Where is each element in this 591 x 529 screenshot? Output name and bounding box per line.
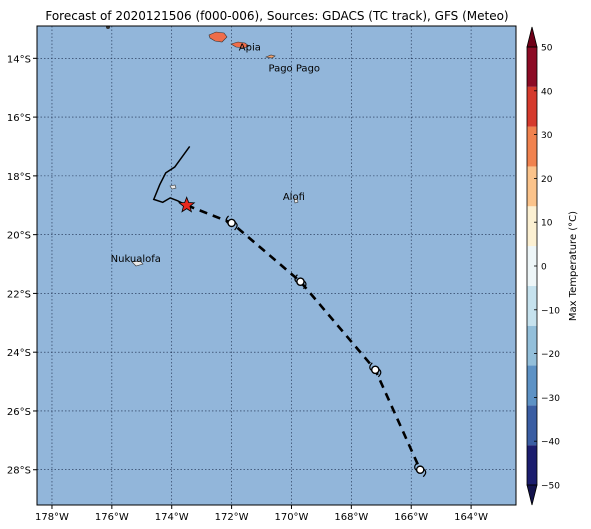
island-niue <box>293 197 299 204</box>
cyclone-symbol-icon <box>225 215 238 231</box>
map-frame <box>36 25 517 506</box>
island-upolu <box>230 41 250 49</box>
y-tick-label: 20°S <box>7 231 31 242</box>
y-tick-label: 14°S <box>7 54 31 65</box>
x-tick-label: 172°W <box>215 512 249 523</box>
island-tongatapu <box>131 260 144 267</box>
colorbar-tick-label: 40 <box>541 87 553 97</box>
colorbar-tick-label: 10 <box>541 219 553 229</box>
island-speck <box>106 26 110 29</box>
map-gridlines <box>37 26 516 505</box>
colorbar-segment <box>527 246 537 286</box>
y-tick-label: 22°S <box>7 289 31 300</box>
colorbar-segment <box>527 325 537 366</box>
colorbar-tick-label: −50 <box>541 482 560 492</box>
x-axis-ticks: 178°W 176°W 174°W 172°W 170°W 168°W 166°W 164°W <box>35 505 488 523</box>
cyclone-symbol-icon <box>414 462 427 478</box>
x-tick-label: 176°W <box>95 512 129 523</box>
island-vavau <box>169 184 177 190</box>
colorbar-tick-label: −10 <box>541 306 560 316</box>
x-tick-label: 166°W <box>394 512 428 523</box>
colorbar-segment <box>527 86 537 127</box>
colorbar-segment <box>527 365 537 406</box>
colorbar-extend-high <box>526 26 538 48</box>
place-label: Nukualofa <box>111 254 161 265</box>
y-tick-label: 24°S <box>7 348 31 359</box>
y-tick-label: 28°S <box>7 466 31 477</box>
colorbar-segment <box>527 285 537 326</box>
colorbar-tick-label: 20 <box>541 175 553 185</box>
colorbar-tick-label: −30 <box>541 394 560 404</box>
colorbar-segment <box>527 206 537 247</box>
x-tick-label: 168°W <box>334 512 368 523</box>
colorbar-tick-label: 50 <box>541 44 553 54</box>
colorbar-segment <box>527 47 537 87</box>
y-tick-label: 16°S <box>7 113 31 124</box>
colorbar-segment <box>527 166 537 207</box>
colorbar-tick-label: −20 <box>541 350 560 360</box>
y-tick-label: 26°S <box>7 407 31 418</box>
islands <box>106 26 299 267</box>
x-tick-label: 174°W <box>155 512 189 523</box>
y-tick-label: 18°S <box>7 172 31 183</box>
colorbar-extend-low <box>526 484 538 506</box>
x-tick-label: 164°W <box>454 512 488 523</box>
place-labels: Apia Pago Pago Alofi Nukualofa <box>111 42 320 265</box>
current-position-star-icon <box>178 196 196 213</box>
colorbar-segment <box>527 126 537 167</box>
island-tutuila <box>264 54 276 59</box>
ocean-background <box>37 26 516 505</box>
x-tick-label: 170°W <box>274 512 308 523</box>
colorbar-tick-label: 0 <box>541 263 547 273</box>
cyclone-symbol-icon <box>294 274 307 290</box>
colorbar-tick-label: 30 <box>541 131 553 141</box>
place-label: Pago Pago <box>269 64 321 75</box>
map-title: Forecast of 2020121506 (f000-006), Sourc… <box>45 9 508 23</box>
place-label: Apia <box>239 42 261 53</box>
x-tick-label: 178°W <box>35 512 69 523</box>
place-label: Alofi <box>283 192 305 203</box>
past-track-line <box>152 146 191 206</box>
colorbar-tick-label: −40 <box>541 438 560 448</box>
colorbar: −50 −40 −30 −20 −10 0 10 20 30 40 50 <box>526 26 560 506</box>
island-savaii <box>208 31 228 43</box>
colorbar-segment <box>527 405 537 446</box>
colorbar-segment <box>527 445 537 485</box>
cyclone-track <box>152 146 427 478</box>
y-axis-ticks: 14°S 16°S 18°S 20°S 22°S 24°S 26°S 28°S <box>7 54 37 477</box>
cyclone-symbol-icon <box>369 362 382 378</box>
forecast-track-line <box>186 204 422 471</box>
colorbar-label: Max Temperature (°C) <box>568 211 579 321</box>
